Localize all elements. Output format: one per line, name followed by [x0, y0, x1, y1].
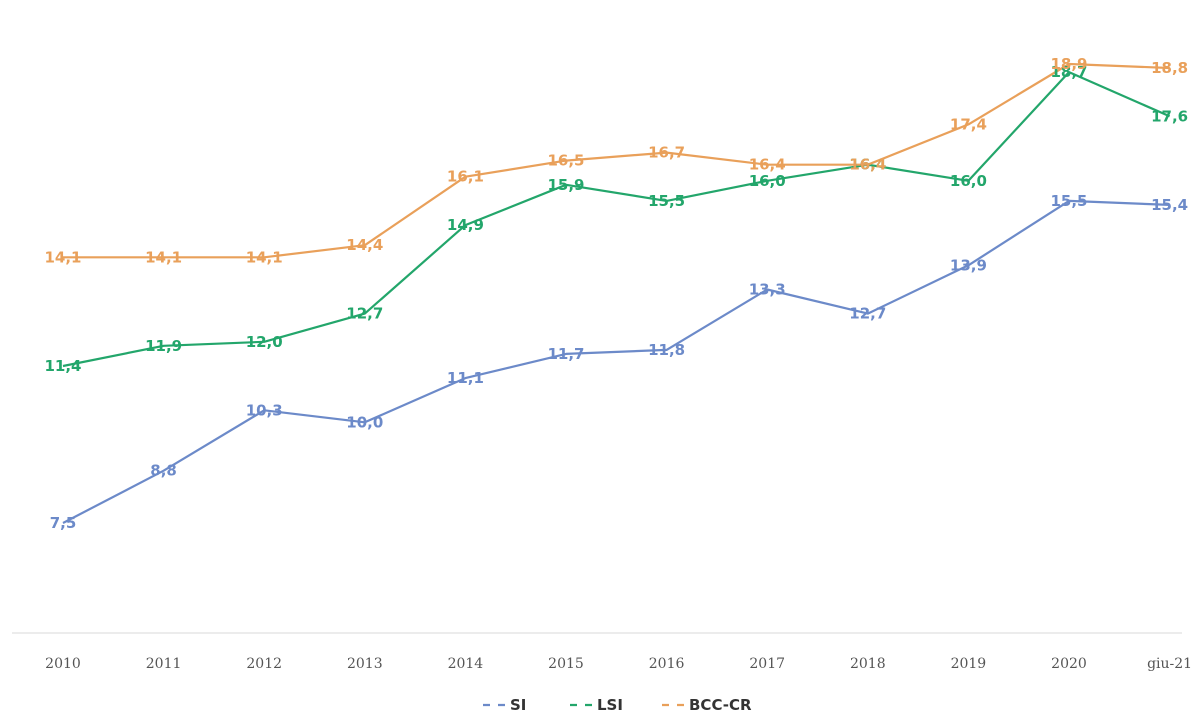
x-tick-label: 2011: [146, 656, 182, 672]
data-label-lsi: 16,0: [950, 172, 987, 190]
data-label-lsi: 14,9: [447, 216, 484, 234]
legend-item-lsi: LSI: [570, 696, 623, 714]
data-label-bcc-cr: 17,4: [950, 115, 987, 133]
x-tick-label: 2013: [347, 656, 383, 672]
series-lines: [62, 62, 1171, 524]
x-tick-label: 2015: [548, 656, 584, 672]
x-tick-label: giu-21: [1147, 656, 1192, 672]
data-label-si: 12,7: [849, 305, 886, 323]
legend-label: LSI: [597, 696, 623, 714]
series-line-lsi: [62, 70, 1171, 368]
data-label-si: 13,3: [749, 280, 786, 298]
data-label-si: 15,4: [1151, 196, 1188, 214]
series-line-bcc-cr: [63, 62, 1170, 259]
data-label-lsi: 12,0: [246, 333, 283, 351]
data-label-bcc-cr: 18,9: [1050, 55, 1087, 73]
data-label-lsi: 16,4: [849, 156, 886, 174]
x-tick-label: 2016: [649, 656, 685, 672]
x-tick-label: 2010: [45, 656, 81, 672]
data-label-lsi: 16,0: [749, 172, 786, 190]
data-label-bcc-cr: 16,5: [547, 152, 584, 170]
data-label-si: 10,3: [246, 401, 283, 419]
x-tick-label: 2014: [448, 656, 484, 672]
data-label-lsi: 11,9: [145, 337, 182, 355]
x-tick-label: 2017: [749, 656, 785, 672]
data-labels: 7,5 8,8 10,3 10,0 11,1 11,7 11,8 13,3 12,7 13,9 15…: [44, 55, 1188, 532]
data-label-lsi: 11,4: [44, 357, 81, 375]
data-label-si: 15,5: [1050, 192, 1087, 210]
data-label-si: 8,8: [150, 462, 177, 480]
data-label-si: 13,9: [950, 256, 987, 274]
data-label-bcc-cr: 14,1: [246, 248, 283, 266]
data-label-bcc-cr: 16,1: [447, 168, 484, 186]
data-label-lsi: 15,5: [648, 192, 685, 210]
x-tick-label: 2019: [951, 656, 987, 672]
x-tick-label: 2020: [1051, 656, 1087, 672]
data-label-si: 11,1: [447, 369, 484, 387]
data-label-bcc-cr: 14,1: [44, 248, 81, 266]
legend-item-bcc-cr: BCC-CR: [662, 696, 752, 714]
data-label-si: 11,8: [648, 341, 685, 359]
data-label-bcc-cr: 16,7: [648, 144, 685, 162]
data-label-lsi: 17,6: [1151, 107, 1188, 125]
legend: SI LSI BCC-CR: [483, 696, 752, 714]
data-label-si: 7,5: [50, 514, 77, 532]
data-label-lsi: 12,7: [346, 305, 383, 323]
data-label-lsi: 15,9: [547, 176, 584, 194]
series-line-si: [62, 199, 1170, 524]
data-label-lsi: 18,7: [1050, 63, 1087, 81]
legend-label: SI: [510, 696, 526, 714]
data-label-bcc-cr: 18,8: [1151, 59, 1188, 77]
data-label-bcc-cr: 16,4: [749, 156, 786, 174]
data-label-si: 11,7: [547, 345, 584, 363]
data-label-bcc-cr: 14,4: [346, 236, 383, 254]
x-tick-label: 2018: [850, 656, 886, 672]
legend-label: BCC-CR: [689, 696, 752, 714]
data-label-bcc-cr: 16,4: [849, 156, 886, 174]
legend-item-si: SI: [483, 696, 526, 714]
x-tick-label: 2012: [246, 656, 282, 672]
data-label-si: 10,0: [346, 413, 383, 431]
axis-layer: 2010 2011 2012 2013 2014 2015 2016 2017 2018 2019…: [12, 632, 1192, 672]
data-label-bcc-cr: 14,1: [145, 248, 182, 266]
